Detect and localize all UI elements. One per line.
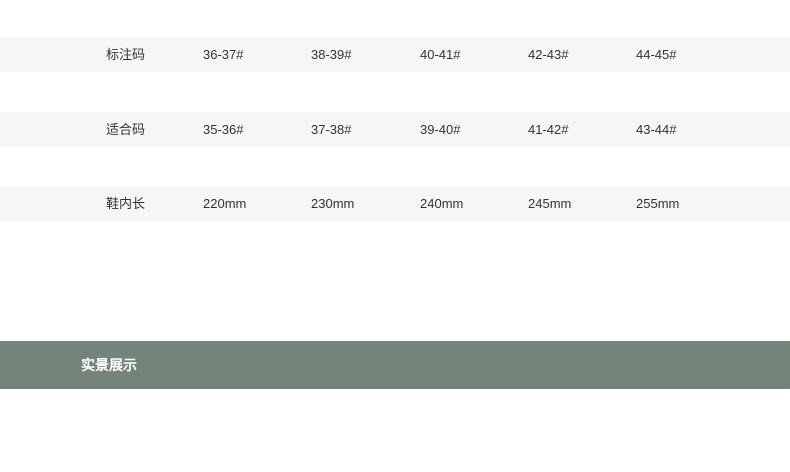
section-title: 实景展示	[81, 357, 137, 373]
table-cell: 255mm	[636, 196, 680, 211]
table-cell: 35-36#	[203, 122, 244, 137]
table-cell: 39-40#	[420, 122, 461, 137]
table-cell: 43-44#	[636, 122, 677, 137]
table-cell: 40-41#	[420, 47, 461, 62]
table-cell: 37-38#	[311, 122, 352, 137]
table-cell: 41-42#	[528, 122, 569, 137]
table-cell: 38-39#	[311, 47, 352, 62]
row-label: 适合码	[106, 122, 146, 137]
table-row: 鞋内长 220mm 230mm 240mm 245mm 255mm	[0, 186, 790, 221]
table-cell: 36-37#	[203, 47, 244, 62]
table-cell: 44-45#	[636, 47, 677, 62]
table-row: 适合码 35-36# 37-38# 39-40# 41-42# 43-44#	[0, 112, 790, 147]
table-cell: 245mm	[528, 196, 572, 211]
section-banner: 实景展示	[0, 341, 790, 389]
table-cell: 220mm	[203, 196, 247, 211]
table-row: 标注码 36-37# 38-39# 40-41# 42-43# 44-45#	[0, 37, 790, 72]
table-cell: 42-43#	[528, 47, 569, 62]
row-label: 标注码	[106, 47, 146, 62]
table-cell: 240mm	[420, 196, 464, 211]
table-cell: 230mm	[311, 196, 355, 211]
row-label: 鞋内长	[106, 196, 146, 211]
